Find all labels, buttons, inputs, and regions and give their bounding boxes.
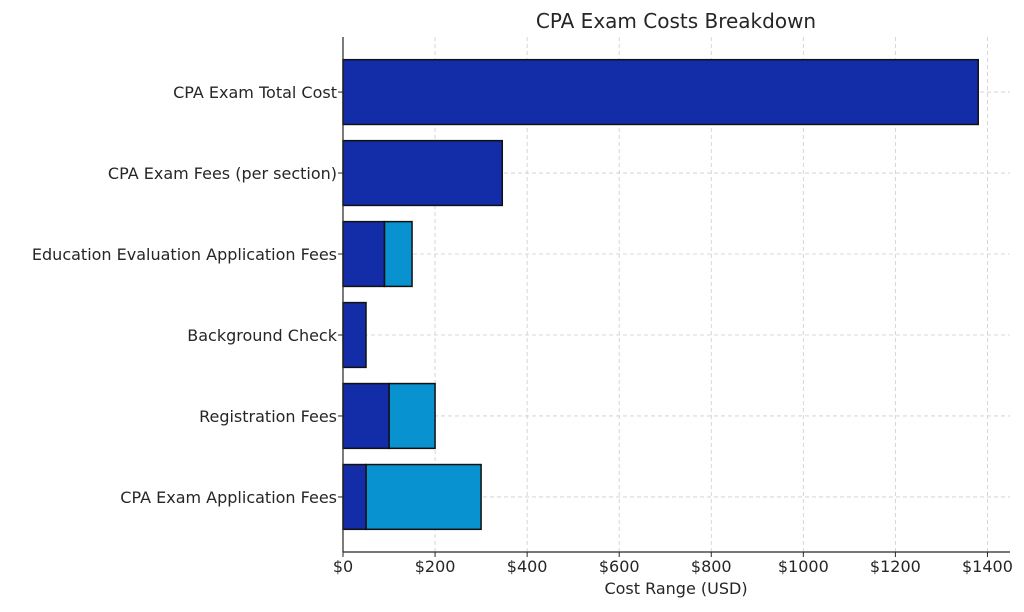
y-tick-label: Education Evaluation Application Fees: [32, 245, 337, 264]
chart-title: CPA Exam Costs Breakdown: [536, 9, 816, 33]
y-tick-label: Registration Fees: [199, 407, 337, 426]
bar-max-range: [383, 220, 413, 288]
bar-max-range: [365, 463, 482, 531]
x-tick-label: $200: [415, 557, 456, 576]
bar-min: [342, 463, 367, 531]
bar-min: [342, 220, 386, 288]
x-tick-label: $800: [691, 557, 732, 576]
bar-max-range: [388, 382, 436, 450]
x-tick-label: $600: [599, 557, 640, 576]
bar-min: [342, 301, 367, 369]
x-tick-label: $1200: [870, 557, 921, 576]
bar-min: [342, 139, 504, 207]
y-tick-label: CPA Exam Total Cost: [173, 83, 337, 102]
y-tick-label: CPA Exam Fees (per section): [108, 164, 337, 183]
x-tick-label: $0: [333, 557, 353, 576]
bars: [342, 58, 979, 531]
y-tick-label: CPA Exam Application Fees: [120, 488, 337, 507]
bar-min: [342, 382, 390, 450]
x-tick-label: $400: [507, 557, 548, 576]
y-tick-label: Background Check: [187, 326, 337, 345]
x-tick-label: $1000: [778, 557, 829, 576]
x-axis-label: Cost Range (USD): [604, 579, 747, 598]
axes: $0 $200 $400 $600 $800 $1000 $1200 $1400 CPA Exa…: [32, 37, 1013, 576]
x-tick-label: $1400: [962, 557, 1013, 576]
bar-min: [342, 58, 979, 126]
